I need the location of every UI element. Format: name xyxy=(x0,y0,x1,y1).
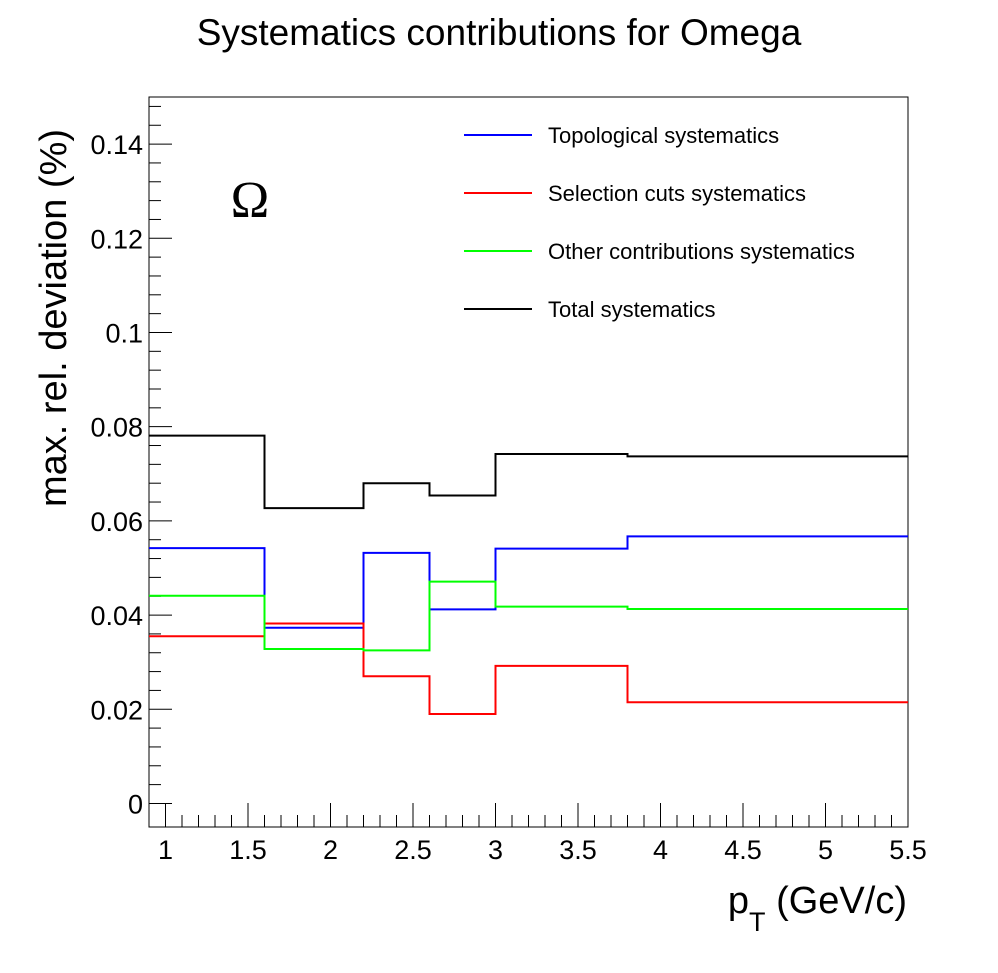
series-line-3 xyxy=(149,434,908,510)
y-tick-label: 0 xyxy=(128,789,143,819)
y-tick-label: 0.1 xyxy=(105,318,143,348)
x-axis-label-main: p xyxy=(728,880,749,922)
axes: 1 1.5 2 2.5 3 3.5 4 4.5 5 5.5 0 0.02 0.04 0.06 0.08 0.1… xyxy=(90,96,927,865)
x-tick-label: 2.5 xyxy=(394,835,432,865)
legend-label: Other contributions systematics xyxy=(548,239,855,264)
x-tick-label: 5.5 xyxy=(889,835,927,865)
x-axis-label-subscript: T xyxy=(749,907,766,937)
legend-label: Topological systematics xyxy=(548,123,779,148)
x-axis-label-rest: (GeV/c) xyxy=(766,880,907,922)
x-tick-label: 1.5 xyxy=(229,835,267,865)
x-tick-label: 4.5 xyxy=(724,835,762,865)
series-line-1 xyxy=(149,622,908,715)
x-tick-label: 5 xyxy=(818,835,833,865)
x-tick-label: 4 xyxy=(653,835,668,865)
x-tick-label: 3 xyxy=(488,835,503,865)
y-tick-label: 0.12 xyxy=(90,224,143,254)
x-axis-label: pT (GeV/c) xyxy=(728,880,907,937)
series-line-2 xyxy=(149,580,908,652)
x-tick-label: 2 xyxy=(323,835,338,865)
series-lines xyxy=(149,434,908,715)
y-axis-label: max. rel. deviation (%) xyxy=(33,129,75,507)
y-tick-label: 0.08 xyxy=(90,413,143,443)
legend-label: Total systematics xyxy=(548,297,716,322)
chart-title: Systematics contributions for Omega xyxy=(197,12,802,53)
series-line-0 xyxy=(149,535,908,629)
y-tick-label: 0.04 xyxy=(90,601,143,631)
y-tick-label: 0.14 xyxy=(90,130,143,160)
legend-label: Selection cuts systematics xyxy=(548,181,806,206)
legend: Topological systematics Selection cuts sy… xyxy=(464,123,855,322)
x-tick-label: 3.5 xyxy=(559,835,597,865)
y-tick-label: 0.06 xyxy=(90,507,143,537)
x-tick-label: 1 xyxy=(158,835,173,865)
y-tick-label: 0.02 xyxy=(90,695,143,725)
omega-annotation: Ω xyxy=(231,172,270,229)
